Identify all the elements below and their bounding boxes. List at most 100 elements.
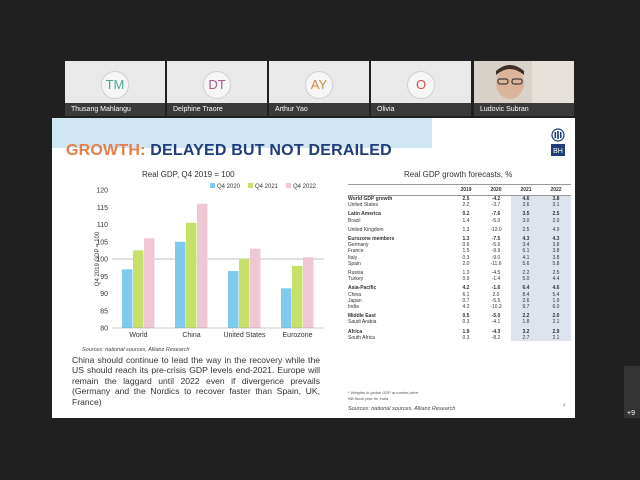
table-cell: 5.0 <box>511 276 541 283</box>
table-cell: 1.9 <box>462 328 470 335</box>
table-cell: 1.3 <box>462 236 470 243</box>
table-cell: 0.9 <box>462 276 470 283</box>
table-row <box>348 282 571 286</box>
table-cell: 1.4 <box>462 217 470 224</box>
table-cell: 5.8 <box>541 260 571 268</box>
table-row-label: Asia-Pacific <box>348 285 377 292</box>
bar-q4-2020 <box>281 288 292 328</box>
table-row: United Kingdom 1.3 -12.0 2.5 4.9 <box>348 226 571 234</box>
participant-tile[interactable]: AY Arthur Yao <box>269 61 369 116</box>
y-tick-label: 105 <box>96 239 108 246</box>
table-row: Latin America 0.2 -7.6 3.5 2.5 <box>348 211 571 218</box>
more-participants-count: +9 <box>627 410 635 417</box>
table-cell: 2.5 <box>541 211 571 218</box>
bar-q4-2021 <box>292 265 303 328</box>
y-tick-label: 115 <box>97 205 108 212</box>
table-cell <box>511 310 541 314</box>
table-cell: -9.0 <box>491 254 501 261</box>
bar-q4-2022 <box>144 238 155 328</box>
table-row-label: Germany <box>348 242 369 249</box>
table-row-label: Eurozone members <box>348 236 395 243</box>
y-axis-label: Q4 2019 GDP = 100 <box>95 231 101 286</box>
table-row: Middle East 0.5 -5.0 2.2 2.0 <box>348 313 571 320</box>
gdp-forecast-table: 2019 2020 2021 2022 World GDP growth 2.5 -4.2 4… <box>348 184 571 342</box>
table-cell: -5.0 <box>491 217 501 224</box>
more-participants-button[interactable]: +9 <box>624 366 640 418</box>
table-source: Sources: national sources, Allianz Resea… <box>348 406 456 412</box>
table-cell: 5.6 <box>511 260 541 268</box>
table-cell: -11.6 <box>490 260 502 267</box>
table-row-label: Spain <box>348 260 361 267</box>
table-row-label: Africa <box>348 328 363 335</box>
table-cell: 3.2 <box>511 328 541 335</box>
bar-q4-2020 <box>175 241 186 328</box>
legend-label: Q4 2022 <box>293 184 317 190</box>
table-header-cell <box>348 184 451 196</box>
table-row <box>348 310 571 314</box>
table-cell: 4.6 <box>511 195 541 203</box>
table-cell: 2.0 <box>541 313 571 320</box>
table-cell: -4.2 <box>491 196 501 202</box>
table-cell: -4.3 <box>491 328 501 335</box>
participant-avatar: TM <box>101 71 129 99</box>
table-row-label: United States <box>348 202 379 209</box>
table-cell: 6.1 <box>511 248 541 255</box>
table-cell: 3.5 <box>511 211 541 218</box>
slide-title: GROWTH: DELAYED BUT NOT DERAILED <box>66 142 392 160</box>
table-cell: -5.6 <box>491 242 501 249</box>
slide-page-number: 3 <box>563 402 566 407</box>
y-tick-label: 90 <box>100 291 108 298</box>
table-cell: 9.7 <box>511 304 541 311</box>
table-cell: 0.6 <box>462 242 470 249</box>
y-tick-label: 120 <box>96 188 108 195</box>
participant-avatar: O <box>407 71 435 99</box>
table-cell: 2.0 <box>541 217 571 224</box>
table-row: United States 2.2 -3.7 3.6 3.1 <box>348 202 571 209</box>
table-cell <box>541 208 571 212</box>
table-cell: 2.0 <box>492 291 500 298</box>
table-cell: 0.5 <box>462 313 470 320</box>
table-cell: -12.0 <box>490 226 502 233</box>
table-footnote-india: NB fiscal year for India <box>348 396 389 401</box>
y-tick-label: 85 <box>100 308 108 315</box>
table-cell: 2.9 <box>541 328 571 335</box>
table-row <box>348 325 571 329</box>
table-row-label: Italy <box>348 254 358 261</box>
table-cell: 2.2 <box>462 202 470 209</box>
table-row: China 6.1 2.0 8.4 5.4 <box>348 291 571 298</box>
participant-tile[interactable]: DT Delphine Traore <box>167 61 267 116</box>
table-header-row: 2019 2020 2021 2022 <box>348 184 571 196</box>
table-cell <box>511 223 541 227</box>
table-cell: 3.1 <box>541 202 571 209</box>
video-tile-speaker[interactable]: Ludovic Subran <box>474 61 574 116</box>
bar-q4-2022 <box>250 248 261 328</box>
table-cell: 2.1 <box>541 319 571 326</box>
table-row: France 1.5 -9.9 6.1 3.8 <box>348 248 571 255</box>
participant-name: Delphine Traore <box>167 103 267 116</box>
table-cell <box>511 208 541 212</box>
table-cell: 0.3 <box>462 334 470 341</box>
table-cell: 6.4 <box>511 285 541 292</box>
table-row-label: India <box>348 304 359 311</box>
table-cell: 4.9 <box>541 226 571 234</box>
chart-title: Real GDP, Q4 2019 = 100 <box>142 170 235 179</box>
table-cell <box>511 233 541 237</box>
bar-q4-2021 <box>186 222 197 328</box>
participant-tile[interactable]: O Olivia <box>371 61 471 116</box>
table-row-label: Middle East <box>348 313 376 320</box>
table-footnote-weights: * Weights in global GDP at market price <box>348 390 419 395</box>
participant-name: Ludovic Subran <box>474 103 574 116</box>
legend-label: Q4 2021 <box>255 184 279 190</box>
table-row-label: Russia <box>348 270 364 277</box>
bar-q4-2022 <box>197 203 208 328</box>
table-cell: 2.0 <box>462 260 470 267</box>
shared-slide: GROWTH: DELAYED BUT NOT DERAILED BH Real… <box>52 118 575 418</box>
table-row: Eurozone members 1.3 -7.5 4.3 4.3 <box>348 236 571 243</box>
table-title: Real GDP growth forecasts, % <box>404 170 513 179</box>
bar-q4-2022 <box>303 257 314 328</box>
gdp-bar-chart: Q4 2019 GDP = 100 80 85 90 95 100 105 110 115 120… <box>95 183 324 339</box>
participant-tile[interactable]: TM Thusang Mahlangu <box>65 61 165 116</box>
table-cell: 2.7 <box>511 334 541 342</box>
table-cell: 2.2 <box>511 313 541 320</box>
table-cell: 5.4 <box>541 291 571 298</box>
